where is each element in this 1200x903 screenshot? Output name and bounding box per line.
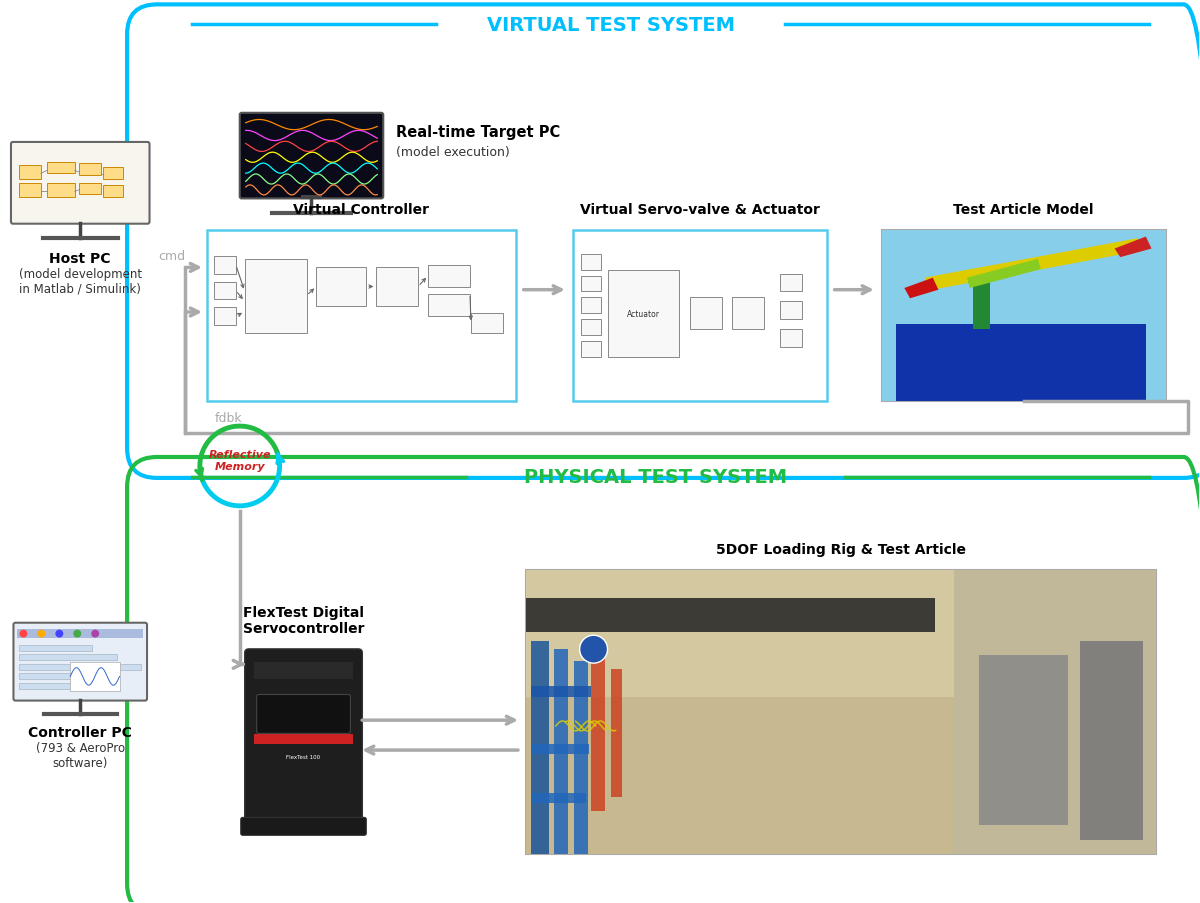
Bar bbox=[79, 183, 101, 195]
Text: Real-time Target PC: Real-time Target PC bbox=[396, 126, 560, 140]
Text: Virtual Controller: Virtual Controller bbox=[293, 202, 430, 217]
Bar bbox=[553, 649, 568, 854]
Bar bbox=[530, 744, 588, 755]
FancyBboxPatch shape bbox=[245, 649, 362, 832]
Bar bbox=[581, 320, 600, 336]
Circle shape bbox=[19, 630, 28, 638]
Bar bbox=[607, 270, 679, 358]
Bar bbox=[71, 662, 120, 692]
Bar bbox=[103, 186, 122, 198]
Bar bbox=[581, 298, 600, 314]
Bar bbox=[206, 230, 516, 402]
FancyBboxPatch shape bbox=[13, 623, 148, 701]
Text: Reflective
Memory: Reflective Memory bbox=[209, 450, 271, 471]
Bar bbox=[572, 230, 827, 402]
Bar bbox=[18, 629, 143, 638]
Bar bbox=[19, 655, 116, 660]
Circle shape bbox=[580, 636, 607, 664]
Text: Actuator: Actuator bbox=[626, 310, 660, 319]
Text: Test Article Model: Test Article Model bbox=[954, 202, 1094, 217]
Text: (model execution): (model execution) bbox=[396, 146, 510, 159]
Text: Controller PC: Controller PC bbox=[29, 725, 132, 740]
Bar bbox=[979, 656, 1068, 825]
Bar bbox=[19, 166, 41, 180]
Text: (793 & AeroPro
software): (793 & AeroPro software) bbox=[36, 741, 125, 769]
Bar bbox=[214, 256, 235, 275]
Text: Host PC: Host PC bbox=[49, 251, 110, 265]
Bar bbox=[526, 570, 1156, 854]
Bar bbox=[214, 308, 235, 326]
Bar bbox=[19, 183, 41, 198]
Polygon shape bbox=[972, 274, 990, 330]
Polygon shape bbox=[1115, 237, 1152, 258]
Text: FlexTest 100: FlexTest 100 bbox=[287, 754, 320, 759]
Bar bbox=[581, 342, 600, 358]
Text: Virtual Servo-valve & Actuator: Virtual Servo-valve & Actuator bbox=[580, 202, 820, 217]
Text: FlexTest Digital
Servocontroller: FlexTest Digital Servocontroller bbox=[242, 606, 365, 636]
Bar bbox=[526, 599, 935, 632]
Bar bbox=[253, 662, 353, 679]
Bar bbox=[19, 645, 92, 651]
Text: fdbk: fdbk bbox=[215, 412, 242, 424]
Circle shape bbox=[73, 630, 82, 638]
Bar bbox=[79, 164, 101, 176]
FancyBboxPatch shape bbox=[241, 817, 366, 835]
Bar bbox=[611, 669, 623, 797]
FancyBboxPatch shape bbox=[257, 694, 350, 733]
Bar bbox=[780, 330, 802, 348]
Polygon shape bbox=[905, 278, 938, 299]
Bar bbox=[732, 298, 764, 330]
Bar bbox=[526, 570, 1156, 698]
Bar bbox=[530, 793, 586, 803]
FancyBboxPatch shape bbox=[240, 114, 383, 200]
Bar bbox=[590, 656, 605, 811]
Circle shape bbox=[37, 630, 46, 638]
Bar bbox=[470, 314, 503, 334]
Bar bbox=[19, 664, 142, 670]
Bar bbox=[882, 230, 1165, 402]
Text: 5DOF Loading Rig & Test Article: 5DOF Loading Rig & Test Article bbox=[715, 542, 966, 556]
Bar bbox=[253, 734, 353, 744]
Bar bbox=[317, 267, 366, 307]
Bar bbox=[103, 168, 122, 180]
Bar bbox=[581, 255, 600, 270]
Text: PHYSICAL TEST SYSTEM: PHYSICAL TEST SYSTEM bbox=[524, 468, 787, 487]
Bar bbox=[882, 230, 1165, 402]
Bar bbox=[690, 298, 722, 330]
Bar bbox=[19, 684, 116, 689]
Bar bbox=[428, 265, 470, 287]
Bar bbox=[47, 183, 74, 198]
Bar bbox=[245, 259, 306, 334]
Text: cmd: cmd bbox=[157, 249, 185, 263]
Bar bbox=[581, 276, 600, 293]
FancyBboxPatch shape bbox=[11, 143, 150, 225]
Polygon shape bbox=[967, 259, 1040, 289]
Bar bbox=[896, 325, 1146, 402]
Bar bbox=[377, 267, 418, 307]
Bar bbox=[780, 275, 802, 293]
Bar bbox=[530, 685, 590, 698]
Bar bbox=[47, 163, 74, 174]
Bar bbox=[574, 661, 588, 854]
Polygon shape bbox=[924, 239, 1142, 291]
Bar bbox=[1080, 641, 1144, 840]
Text: VIRTUAL TEST SYSTEM: VIRTUAL TEST SYSTEM bbox=[486, 15, 734, 35]
Bar bbox=[214, 283, 235, 300]
Bar bbox=[530, 641, 548, 854]
Bar bbox=[428, 295, 470, 317]
Text: (model development
in Matlab / Simulink): (model development in Matlab / Simulink) bbox=[19, 267, 142, 295]
Circle shape bbox=[91, 630, 100, 638]
Circle shape bbox=[55, 630, 64, 638]
Bar bbox=[954, 570, 1156, 854]
Bar bbox=[19, 674, 92, 680]
Bar bbox=[526, 570, 1156, 854]
Bar bbox=[780, 303, 802, 320]
